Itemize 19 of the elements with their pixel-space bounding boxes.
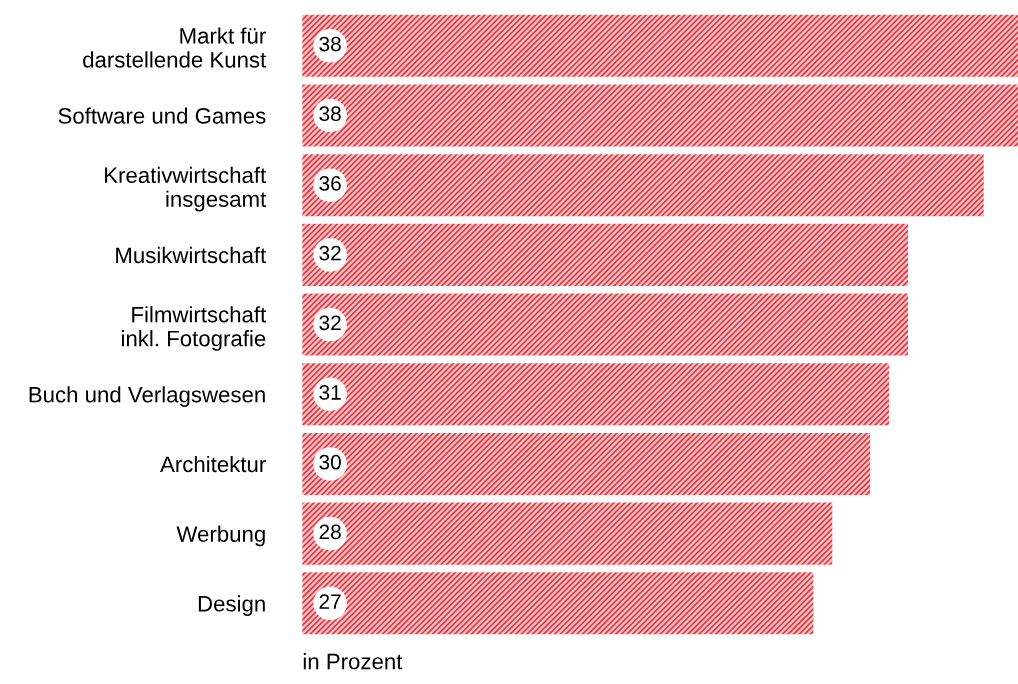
- data-label: 38: [319, 36, 341, 52]
- data-label: 32: [319, 245, 341, 261]
- data-label: 36: [319, 176, 341, 191]
- text: in Prozent: [303, 653, 403, 670]
- y-tick-label: Musikwirtschaft: [116, 246, 267, 264]
- data-label: 32: [319, 315, 341, 331]
- data-label: 30: [319, 454, 341, 470]
- y-tick-label: Markt für darstellende Kunst: [83, 27, 267, 68]
- y-tick-label: Buch und Verlagswesen: [29, 386, 265, 407]
- data-label: 27: [319, 594, 341, 609]
- y-tick-label: Filmwirtschaft inkl. Fotografie: [121, 306, 267, 351]
- y-tick-label: Kreativwirtschaft insgesamt: [105, 166, 267, 212]
- y-tick-label: Design: [198, 595, 265, 616]
- y-tick-label: Werbung: [176, 525, 265, 547]
- y-tick-label: Architektur: [160, 455, 266, 473]
- data-label: 31: [319, 385, 341, 400]
- data-label: 38: [319, 106, 341, 122]
- data-label: 28: [319, 524, 341, 540]
- y-tick-label: Software und Games: [58, 107, 266, 124]
